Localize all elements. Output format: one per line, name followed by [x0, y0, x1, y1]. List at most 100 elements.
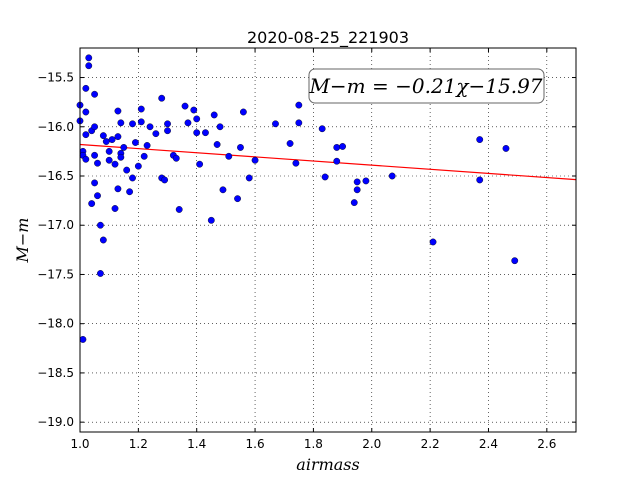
data-point: [210, 111, 218, 119]
fit-equation: M−m = −0.21χ−15.97: [308, 74, 542, 98]
data-point: [388, 172, 396, 180]
data-point: [216, 123, 224, 131]
data-point: [94, 159, 101, 167]
data-point: [181, 102, 189, 110]
data-point: [476, 176, 484, 184]
data-point: [134, 162, 142, 170]
chart-title: 2020-08-25_221903: [247, 28, 409, 48]
data-point: [91, 179, 98, 187]
axis-ticks: 1.0 1.2 1.4 1.6 1.8 2.0 2.2 2.4 2.6 −15.5 −16.0 −16…: [37, 48, 576, 451]
plot-frame: [79, 47, 577, 433]
data-point: [82, 131, 90, 139]
data-point: [129, 120, 136, 128]
data-point: [85, 54, 93, 62]
y-tick-label: −18.0: [37, 317, 74, 331]
fit-line-layer: [79, 143, 577, 181]
fit-line: [79, 143, 577, 181]
data-point: [476, 136, 484, 143]
data-point: [193, 115, 201, 123]
data-point: [114, 107, 122, 115]
data-point: [82, 84, 90, 92]
data-point: [272, 120, 279, 128]
data-point: [353, 178, 361, 186]
y-tick-label: −17.0: [37, 218, 74, 232]
data-point: [123, 166, 131, 174]
data-point: [94, 192, 101, 200]
y-tick-label: −15.5: [37, 71, 74, 85]
y-tick-label: −19.0: [37, 415, 74, 429]
x-tick-label: 2.4: [479, 437, 498, 451]
data-point: [88, 200, 96, 207]
data-point: [295, 101, 303, 109]
data-point: [295, 119, 303, 127]
data-point: [108, 136, 116, 143]
data-point: [213, 141, 221, 148]
data-point: [239, 108, 247, 116]
data-point: [175, 206, 183, 213]
data-point: [120, 144, 128, 151]
x-tick-label: 2.2: [421, 437, 440, 451]
data-point: [99, 132, 107, 140]
data-point: [91, 123, 98, 131]
data-point: [146, 123, 154, 131]
data-point: [158, 94, 166, 102]
data-point: [137, 105, 145, 113]
y-tick-label: −18.5: [37, 366, 74, 380]
x-tick-label: 2.0: [362, 437, 381, 451]
data-point: [207, 216, 215, 224]
data-point: [219, 186, 227, 194]
data-point: [111, 160, 119, 168]
data-point: [126, 188, 134, 196]
data-point: [99, 236, 107, 244]
data-point: [321, 173, 329, 181]
y-axis-label: M−m: [13, 218, 32, 264]
data-point: [105, 156, 113, 164]
data-point: [251, 156, 259, 164]
data-point: [196, 160, 204, 168]
x-tick-label: 1.4: [187, 437, 206, 451]
data-points: [76, 54, 519, 343]
y-tick-label: −17.5: [37, 267, 74, 281]
data-point: [502, 145, 510, 152]
data-point: [318, 125, 326, 133]
data-point: [237, 144, 244, 151]
data-point: [132, 139, 139, 146]
data-point: [333, 144, 341, 151]
x-tick-label: 1.8: [304, 437, 323, 451]
data-point: [91, 90, 98, 98]
annotation-box: [308, 68, 545, 104]
x-tick-label: 1.6: [246, 437, 265, 451]
data-point: [292, 159, 300, 167]
data-point: [193, 129, 201, 137]
data-point: [353, 186, 361, 194]
data-point: [286, 140, 294, 147]
data-point: [114, 133, 122, 141]
data-point: [117, 153, 125, 161]
x-tick-label: 1.2: [129, 437, 148, 451]
data-point: [102, 138, 110, 145]
data-point: [184, 119, 192, 127]
data-point: [82, 155, 90, 163]
data-point: [143, 142, 151, 149]
data-point: [140, 152, 148, 160]
data-point: [350, 199, 358, 206]
data-point: [339, 143, 346, 150]
data-point: [137, 118, 145, 126]
data-point: [164, 120, 171, 128]
data-point: [111, 205, 119, 212]
data-point: [161, 176, 169, 184]
data-point: [79, 336, 87, 343]
data-point: [234, 195, 241, 203]
data-point: [202, 129, 209, 137]
data-point: [225, 152, 233, 160]
data-point: [117, 119, 125, 127]
x-tick-label: 2.6: [537, 437, 556, 451]
data-point: [91, 151, 98, 159]
data-point: [190, 106, 198, 114]
data-point: [85, 62, 93, 70]
data-point: [152, 130, 160, 138]
data-point: [362, 177, 370, 185]
fit-annotation: M−m = −0.21χ−15.97: [308, 68, 545, 104]
